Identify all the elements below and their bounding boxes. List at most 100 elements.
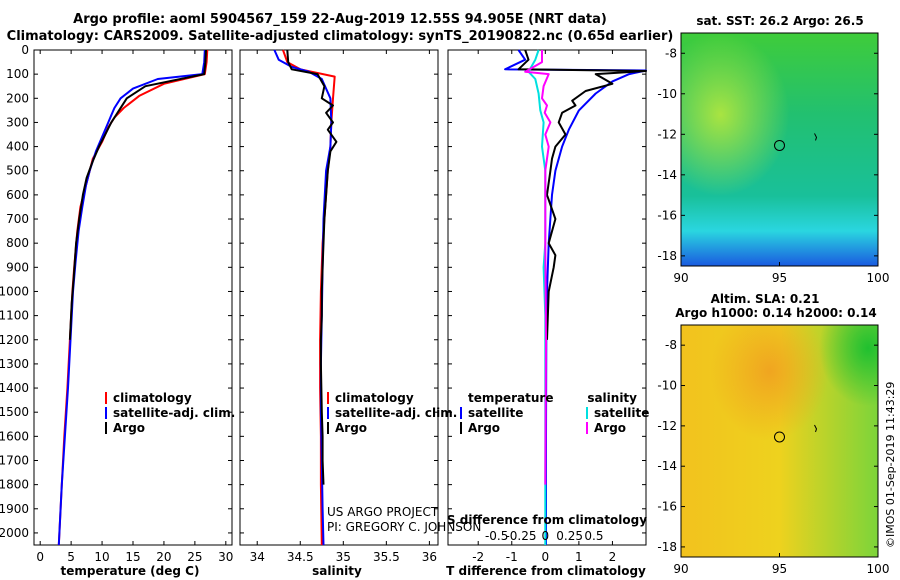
map-y-tick-label: -14 [657,168,677,182]
map-x-tick-label: 100 [867,562,890,576]
series-line-s-satellite [527,49,547,545]
x-tick-label: 15 [125,550,140,564]
depth-tick-label: 900 [6,260,29,274]
sla-map-green-patch [681,325,878,557]
float-track [814,424,818,433]
sla-map-subtitle: Argo h1000: 0.14 h2000: 0.14 [675,306,876,320]
x-tick-label: 35.5 [373,550,400,564]
depth-axis: 0 100 200 300 400 500 600 700 800 900 1000 1100 1200… [0,43,646,540]
depth-tick-label: 1100 [0,309,29,323]
depth-tick-label: 0 [21,43,29,57]
depth-tick-label: 800 [6,236,29,250]
series-line-climatology [57,49,209,546]
map-y-tick-label: -10 [657,87,677,101]
temperature-legend: climatology satellite-adj. clim. Argo [105,391,235,435]
x-tick-label: 36 [422,550,437,564]
x-tick-label: -1 [506,550,518,564]
depth-tick-label: 500 [6,164,29,178]
series-line-t-argo [517,49,647,340]
salinity-plot: 34 34.5 35 35.5 36 [250,49,437,564]
depth-tick-label: 1200 [0,333,29,347]
depth-tick-label: 100 [6,67,29,81]
temperature-panel-frame [33,49,233,546]
map-y-tick-label: -18 [657,249,677,263]
difference-xlabel: T difference from climatology [446,564,646,578]
legend-label-climatology: climatology [113,391,192,405]
series-line-s-argo [524,50,552,485]
map-x-tick-label: 90 [673,271,688,285]
x-tick-label: 0 [542,550,550,564]
sst-map-title: sat. SST: 26.2 Argo: 26.5 [696,14,863,28]
map-y-tick-label: -18 [657,540,677,554]
sla-map-axes: 90 95 100 -8 -10 -12 -14 -16 -18 [657,338,889,576]
map-y-tick-label: -16 [657,208,677,222]
series-line-climatology [282,49,336,546]
depth-tick-label: 400 [6,140,29,154]
map-x-tick-label: 95 [772,271,787,285]
sla-map: Altim. SLA: 0.21 Argo h1000: 0.14 h2000:… [675,292,879,558]
x-tick-label: 5 [67,550,75,564]
sst-map-warm-patch [681,33,878,266]
legend-label-satellite: satellite-adj. clim. [335,406,457,420]
temperature-xlabel: temperature (deg C) [61,564,200,578]
x-tick-label: 35 [336,550,351,564]
x-tick-label: 1 [575,550,583,564]
series-line-t-satellite [504,49,647,545]
x-tick-label: 10 [94,550,109,564]
sst-map-axes: 90 95 100 -8 -10 -12 -14 -16 -18 [657,46,889,285]
legend-label-t-satellite: satellite [468,406,523,420]
series-line-argo [286,49,338,485]
map-y-tick-label: -8 [665,338,677,352]
map-y-tick-label: -16 [657,500,677,514]
depth-tick-label: 1400 [0,381,29,395]
difference-plot: -2 -1 0 1 2 -0.5-0.25 0 0.25 0.5 [472,49,647,564]
pi-credit: PI: GREGORY C. JOHNSON [327,520,481,534]
series-line-argo [68,49,207,340]
chart-title-line-1: Argo profile: aoml 5904567_159 22-Aug-20… [73,12,607,27]
s-tick-label: 0 [542,529,550,543]
legend-label-t-argo: Argo [468,421,500,435]
x-tick-label: 0 [36,550,44,564]
series-line-satellite-adj-clim- [273,49,333,546]
chart-title-line-2: Climatology: CARS2009. Satellite-adjuste… [6,29,674,44]
float-track [814,133,818,141]
s-tick-label: 0.25 [556,529,583,543]
legend-title-temperature: temperature [468,391,553,405]
imos-timestamp: ©IMOS 01-Sep-2019 11:43:29 [884,382,897,548]
legend-title-salinity: salinity [587,391,637,405]
map-y-tick-label: -14 [657,459,677,473]
depth-tick-label: 1700 [0,453,29,467]
sla-map-title: Altim. SLA: 0.21 [711,292,820,306]
depth-tick-label: 300 [6,115,29,129]
map-x-tick-label: 90 [673,562,688,576]
s-tick-label: 0.5 [584,529,603,543]
map-y-tick-label: -10 [657,379,677,393]
difference-xlabel-salinity: S difference from climatology [447,513,647,527]
x-tick-label: 30 [218,550,233,564]
depth-tick-label: 700 [6,212,29,226]
depth-tick-label: 1800 [0,478,29,492]
legend-label-argo: Argo [113,421,145,435]
legend-label-s-satellite: satellite [594,406,649,420]
map-x-tick-label: 95 [772,562,787,576]
profile-location-marker [774,431,785,443]
salinity-legend: climatology satellite-adj. clim. Argo [327,391,457,435]
project-credit: US ARGO PROJECT [327,505,439,519]
temperature-plot: 0 5 10 15 20 25 30 [36,49,233,564]
x-tick-label: 20 [156,550,171,564]
map-y-tick-label: -8 [665,46,677,60]
legend-label-argo: Argo [335,421,367,435]
depth-tick-label: 1900 [0,502,29,516]
depth-tick-label: 2000 [0,526,29,540]
s-tick-label: -0.5 [485,529,508,543]
depth-tick-label: 200 [6,91,29,105]
x-tick-label: -2 [472,550,484,564]
x-tick-label: 34.5 [287,550,314,564]
depth-tick-label: 1500 [0,405,29,419]
legend-label-satellite: satellite-adj. clim. [113,406,235,420]
sst-map: sat. SST: 26.2 Argo: 26.5 [680,14,879,267]
x-tick-label: 34 [250,550,265,564]
series-line-satellite-adj-clim- [57,49,206,546]
map-y-tick-label: -12 [657,419,677,433]
